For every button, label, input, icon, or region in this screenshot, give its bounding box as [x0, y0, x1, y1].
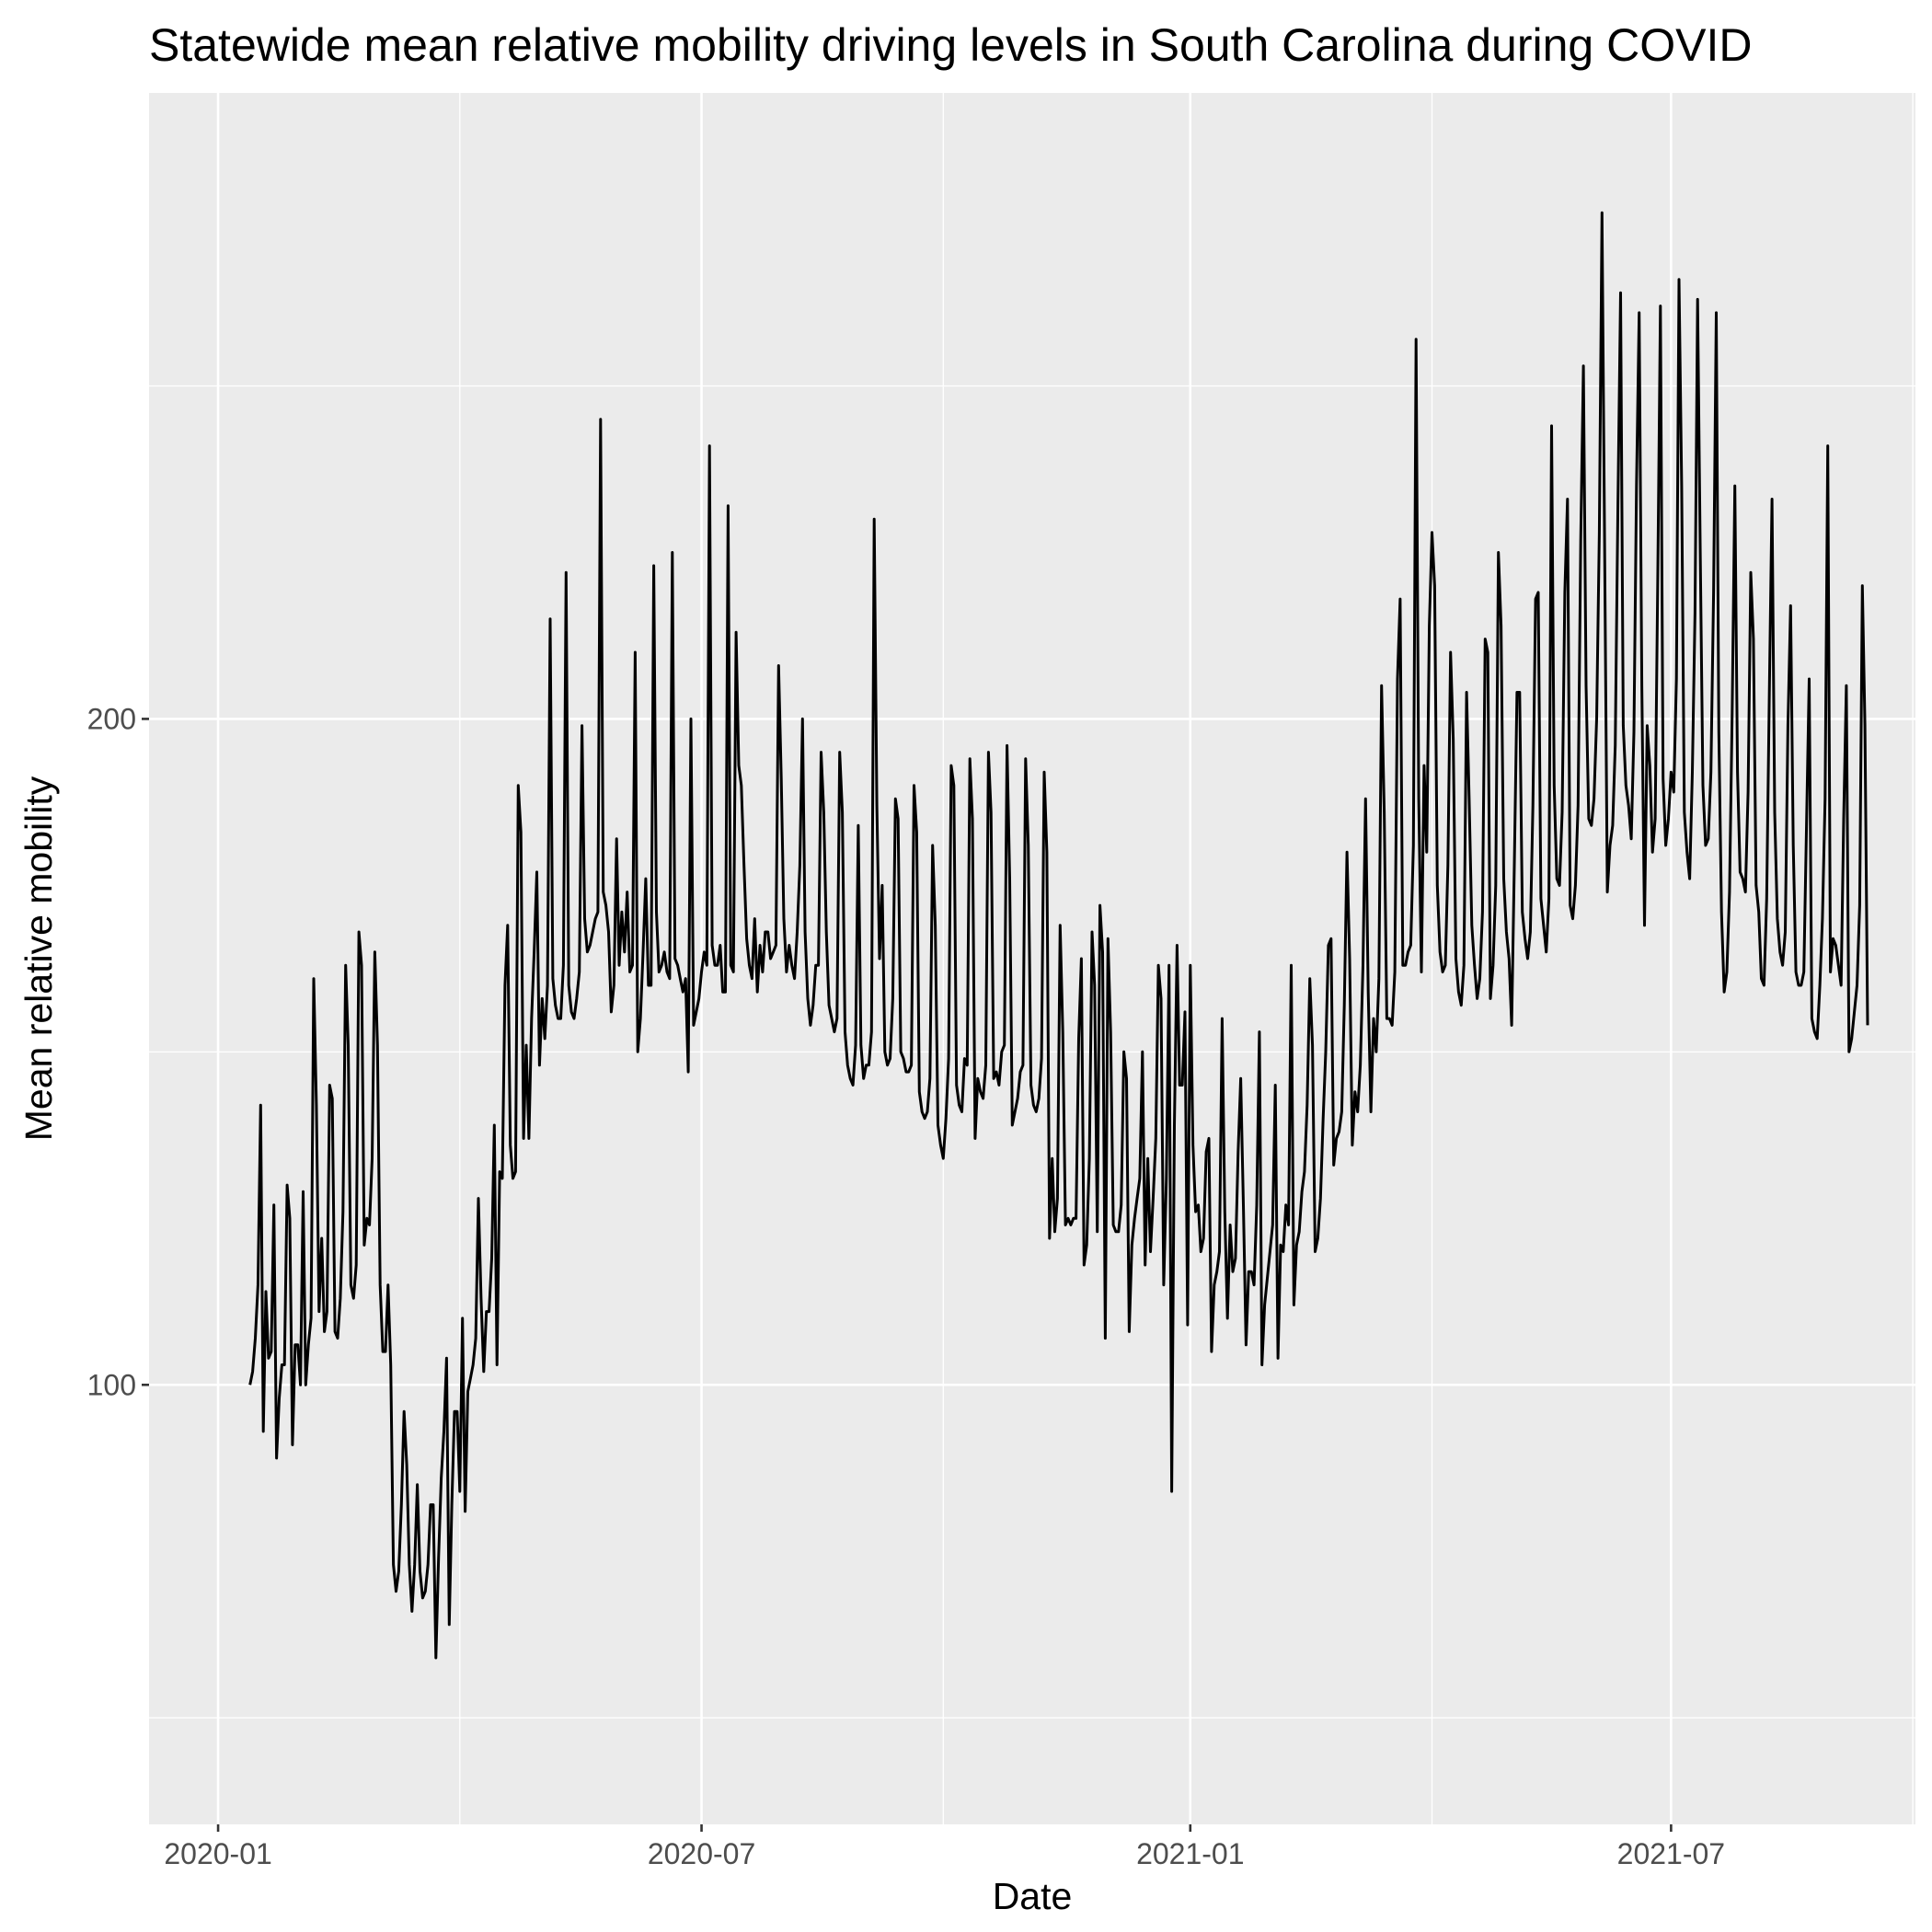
x-tick-label: 2020-07 [648, 1837, 755, 1870]
y-axis: 100 200 [87, 702, 149, 1401]
major-gridlines [149, 93, 1915, 1824]
series-line [248, 211, 1869, 1660]
y-axis-title: Mean relative mobility [17, 776, 60, 1141]
x-tick-label: 2021-01 [1136, 1837, 1244, 1870]
x-axis-title: Date [993, 1875, 1073, 1917]
x-tick-label: 2021-07 [1617, 1837, 1725, 1870]
chart-title: Statewide mean relative mobility driving… [149, 19, 1752, 71]
x-axis: 2020-01 2020-07 2021-01 2021-07 [164, 1824, 1725, 1870]
x-tick-label: 2020-01 [164, 1837, 271, 1870]
y-tick-label: 100 [87, 1368, 136, 1401]
y-tick-label: 200 [87, 702, 136, 735]
